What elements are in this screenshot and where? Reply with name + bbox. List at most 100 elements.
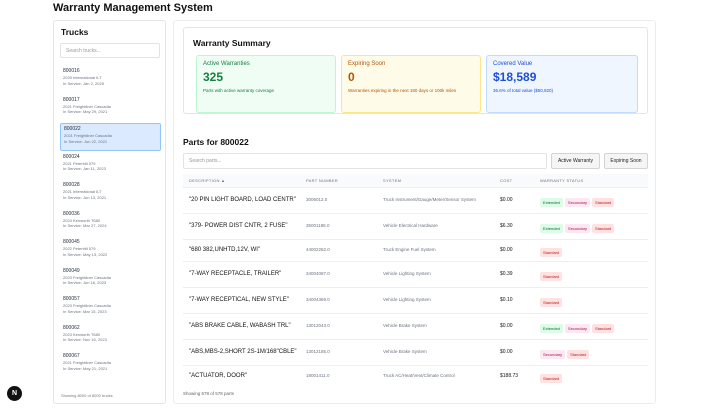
truck-id: 800036	[63, 210, 80, 217]
part-description-cell: "7-WAY RECEPTICAL, NEW STYLE"	[183, 287, 300, 314]
part-number-cell: 35001188.0	[300, 213, 377, 240]
part-system-cell: Vehicle Lighting System	[377, 261, 494, 288]
part-system: Truck Instrument/Gauge/Meter/Sensor Syst…	[383, 197, 476, 202]
expiring-soon-filter-button[interactable]: Expiring Soon	[604, 153, 648, 169]
warranty-status-cell: Standard	[534, 287, 648, 314]
column-header-part-number[interactable]: PART NUMBER	[300, 174, 377, 188]
search-parts-input[interactable]	[183, 153, 547, 169]
truck-list-item[interactable]: 800062 2023 Kenworth T680 In Service: Nov …	[60, 323, 161, 351]
card-value: $18,589	[493, 70, 537, 84]
warranty-status-cell: Standard	[534, 365, 648, 387]
table-row[interactable]: "379- POWER DIST CNTR, 2 FUSE" 35001188.0…	[183, 213, 648, 240]
truck-list-item[interactable]: 800036 2024 Kenworth T680 In Service: Mar …	[60, 209, 161, 237]
table-row[interactable]: "7-WAY RECEPTACLE, TRAILER" 34004087.0 Veh…	[183, 261, 648, 288]
truck-model: 2023 Freightliner Cascadia	[63, 274, 111, 280]
column-header-system[interactable]: SYSTEM	[377, 174, 494, 188]
part-description-cell: "7-WAY RECEPTACLE, TRAILER"	[183, 261, 300, 288]
table-row[interactable]: "ABS BRAKE CABLE, WABASH TRL" 13012043.0 V…	[183, 313, 648, 340]
search-trucks-input[interactable]	[60, 43, 160, 58]
parts-table-container[interactable]: DESCRIPTION ▲ PART NUMBER SYSTEM COST WA…	[183, 174, 648, 387]
truck-list-item[interactable]: 800057 2023 Freightliner Cascadia In Servi…	[60, 294, 161, 322]
table-row[interactable]: "680 382,UNHTD,12V, WI" 44002262.0 Truck E…	[183, 239, 648, 262]
part-system: Vehicle Electrical Hardware	[383, 223, 438, 228]
truck-id: 800067	[63, 353, 80, 359]
part-cost: $0.00	[500, 197, 513, 203]
truck-list: 800016 2025 International ILT In Service: …	[60, 66, 161, 380]
warranty-badge-standard: Standard	[592, 198, 615, 207]
truck-model: 2025 International ILT	[63, 75, 102, 80]
truck-list-item[interactable]: 800067 2021 Freightliner Cascadia In Servi…	[60, 351, 161, 379]
part-cost: $6.30	[500, 223, 513, 229]
truck-count-label: Showing 8000 of 8000 trucks	[61, 393, 113, 398]
truck-in-service-date: In Service: May 21, 2021	[63, 365, 108, 371]
parts-count-label: Showing 578 of 578 parts	[183, 391, 235, 396]
truck-model: 2021 Freightliner Cascadia	[63, 103, 111, 109]
card-value: 0	[348, 70, 355, 84]
parts-table: DESCRIPTION ▲ PART NUMBER SYSTEM COST WA…	[183, 174, 648, 387]
truck-list-item[interactable]: 800017 2021 Freightliner Cascadia In Servi…	[60, 95, 161, 123]
truck-in-service-date: In Service: May 29, 2021	[63, 109, 108, 114]
part-description-cell: "379- POWER DIST CNTR, 2 FUSE"	[183, 213, 300, 240]
column-header-warranty-status[interactable]: WARRANTY STATUS	[534, 174, 648, 188]
part-cost: $0.00	[500, 349, 513, 355]
part-number-cell: 34004087.0	[300, 261, 377, 288]
part-description: "ABS BRAKE CABLE, WABASH TRL"	[189, 323, 291, 329]
floating-n-button[interactable]: N	[7, 386, 22, 401]
part-cost: $188.73	[500, 373, 519, 379]
part-number: 44002262.0	[306, 247, 330, 252]
truck-id: 800017	[63, 96, 80, 103]
warranty-badge-standard: Standard	[592, 324, 615, 333]
part-number-cell: 13012043.0	[300, 313, 377, 340]
part-system-cell: Vehicle Lighting System	[377, 287, 494, 314]
part-system: Truck AC/Heat/Vent/Climate Control	[383, 373, 455, 378]
column-header-description[interactable]: DESCRIPTION ▲	[183, 174, 300, 188]
table-row[interactable]: "7-WAY RECEPTICAL, NEW STYLE" 34004369.0 V…	[183, 287, 648, 314]
part-system: Vehicle Brake System	[383, 349, 427, 354]
part-description-cell: "ABS BRAKE CABLE, WABASH TRL"	[183, 313, 300, 340]
truck-model: 2023 Freightliner Cascadia	[63, 303, 111, 308]
active-warranty-filter-button[interactable]: Active Warranty	[551, 153, 600, 169]
table-row[interactable]: "20 PIN LIGHT BOARD, LOAD CENTR" 3006012.…	[183, 187, 648, 214]
part-system-cell: Truck Instrument/Gauge/Meter/Sensor Syst…	[377, 187, 494, 214]
card-title: Active Warranties	[203, 61, 250, 67]
parts-title: Parts for 800022	[183, 137, 249, 147]
part-cost-cell: $0.10	[494, 287, 534, 314]
active-warranties-card: Active Warranties 325 Parts with active …	[196, 55, 336, 113]
warranty-badge-extended: Extended	[540, 224, 563, 233]
truck-in-service-date: In Service: Mar 15, 2023	[63, 308, 107, 314]
truck-list-item[interactable]: 800016 2025 International ILT In Service: …	[60, 66, 161, 94]
warranty-badge-secondary: Secondary	[564, 324, 591, 333]
table-row[interactable]: "ABS,MBS-2,SHORT 2S-1M/168"CBLE" 13012185…	[183, 339, 648, 366]
part-cost-cell: $0.00	[494, 313, 534, 340]
truck-in-service-date: In Service: Jun 22, 2021	[64, 138, 108, 144]
part-description: "379- POWER DIST CNTR, 2 FUSE"	[189, 223, 288, 229]
part-system: Vehicle Lighting System	[383, 271, 431, 276]
truck-id: 800062	[63, 324, 80, 331]
part-system-cell: Vehicle Brake System	[377, 313, 494, 340]
part-cost: $0.00	[500, 323, 513, 329]
part-description-cell: "20 PIN LIGHT BOARD, LOAD CENTR"	[183, 187, 300, 214]
warranty-badge-standard: Standard	[540, 374, 563, 383]
part-cost-cell: $0.00	[494, 187, 534, 214]
truck-list-item[interactable]: 800022 2021 Freightliner Cascadia In Servi…	[60, 123, 161, 151]
card-desc: Warranties expiring in the next 180 days…	[348, 88, 457, 93]
warranty-badge-standard: Standard	[592, 224, 615, 233]
truck-list-item[interactable]: 800028 2021 International ILT In Service: …	[60, 180, 161, 208]
truck-in-service-date: In Service: Nov 16, 2023	[63, 337, 107, 342]
part-cost: $0.10	[500, 297, 513, 303]
truck-id: 800028	[63, 182, 80, 188]
part-number-cell: 3006012.0	[300, 187, 377, 214]
part-number: 13012185.0	[306, 349, 330, 354]
truck-in-service-date: In Service: Jun 13, 2021	[63, 194, 107, 200]
truck-id: 800049	[63, 267, 80, 274]
truck-list-item[interactable]: 800045 2022 Peterbilt 579 In Service: May …	[60, 237, 161, 265]
warranty-status-cell: Extended Secondary Standard	[534, 313, 648, 340]
truck-model: 2021 Peterbilt 579	[63, 160, 96, 166]
part-system: Vehicle Brake System	[383, 323, 427, 328]
warranty-status-cell: Standard	[534, 239, 648, 262]
column-header-cost[interactable]: COST	[494, 174, 534, 188]
card-value: 325	[203, 70, 224, 84]
truck-list-item[interactable]: 800049 2023 Freightliner Cascadia In Servi…	[60, 266, 161, 294]
truck-list-item[interactable]: 800024 2021 Peterbilt 579 In Service: Jan …	[60, 152, 161, 180]
table-row[interactable]: "ACTUATOR, DOOR" 18001411.0 Truck AC/Heat/…	[183, 365, 648, 387]
